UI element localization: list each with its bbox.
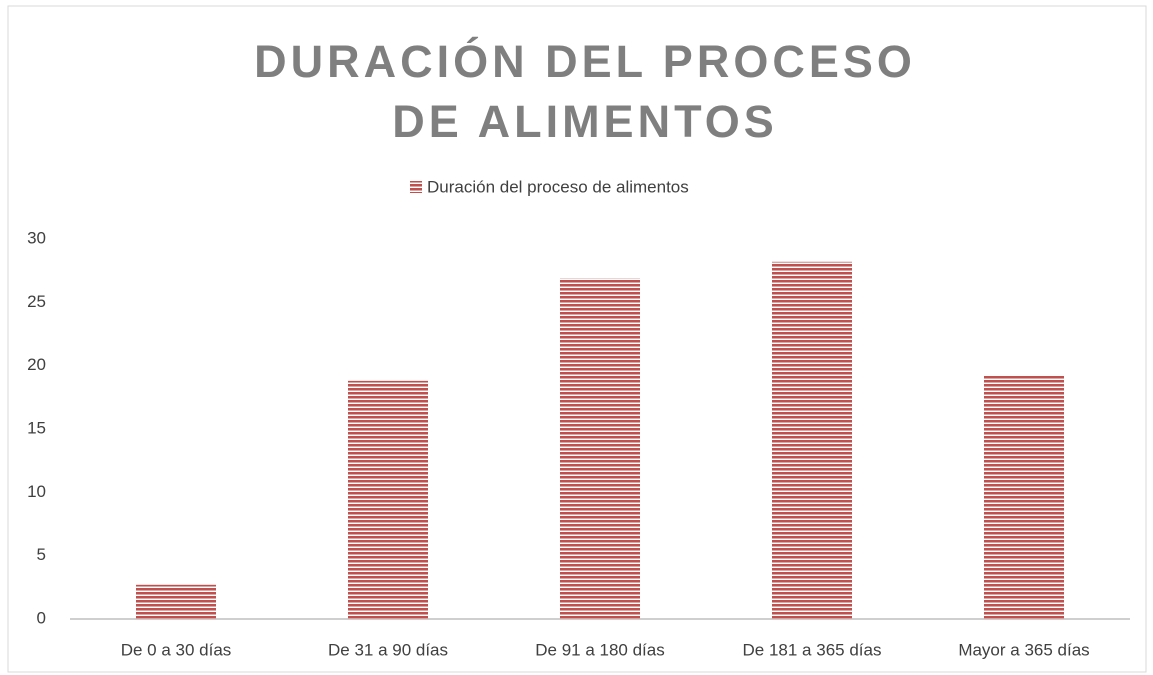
x-tick-label: De 91 a 180 días <box>535 640 664 659</box>
x-tick-label: De 31 a 90 días <box>328 640 448 659</box>
bar <box>984 374 1064 619</box>
y-tick-label: 25 <box>27 292 46 311</box>
y-tick-label: 30 <box>27 228 46 247</box>
x-tick-label: Mayor a 365 días <box>958 640 1089 659</box>
bar <box>136 584 216 619</box>
chart-title: DURACIÓN DEL PROCESO DE ALIMENTOS <box>254 36 916 147</box>
y-tick-label: 10 <box>27 482 46 501</box>
y-tick-label: 0 <box>37 608 46 627</box>
x-tick-label: De 181 a 365 días <box>743 640 882 659</box>
bar <box>560 278 640 619</box>
bar <box>348 380 428 619</box>
chart-frame <box>7 5 1147 673</box>
y-tick-label: 5 <box>37 545 46 564</box>
y-tick-label: 15 <box>27 418 46 437</box>
bar <box>772 261 852 619</box>
legend-label: Duración del proceso de alimentos <box>427 177 689 196</box>
legend-swatch <box>410 181 422 193</box>
x-tick-label: De 0 a 30 días <box>121 640 232 659</box>
y-tick-label: 20 <box>27 355 46 374</box>
